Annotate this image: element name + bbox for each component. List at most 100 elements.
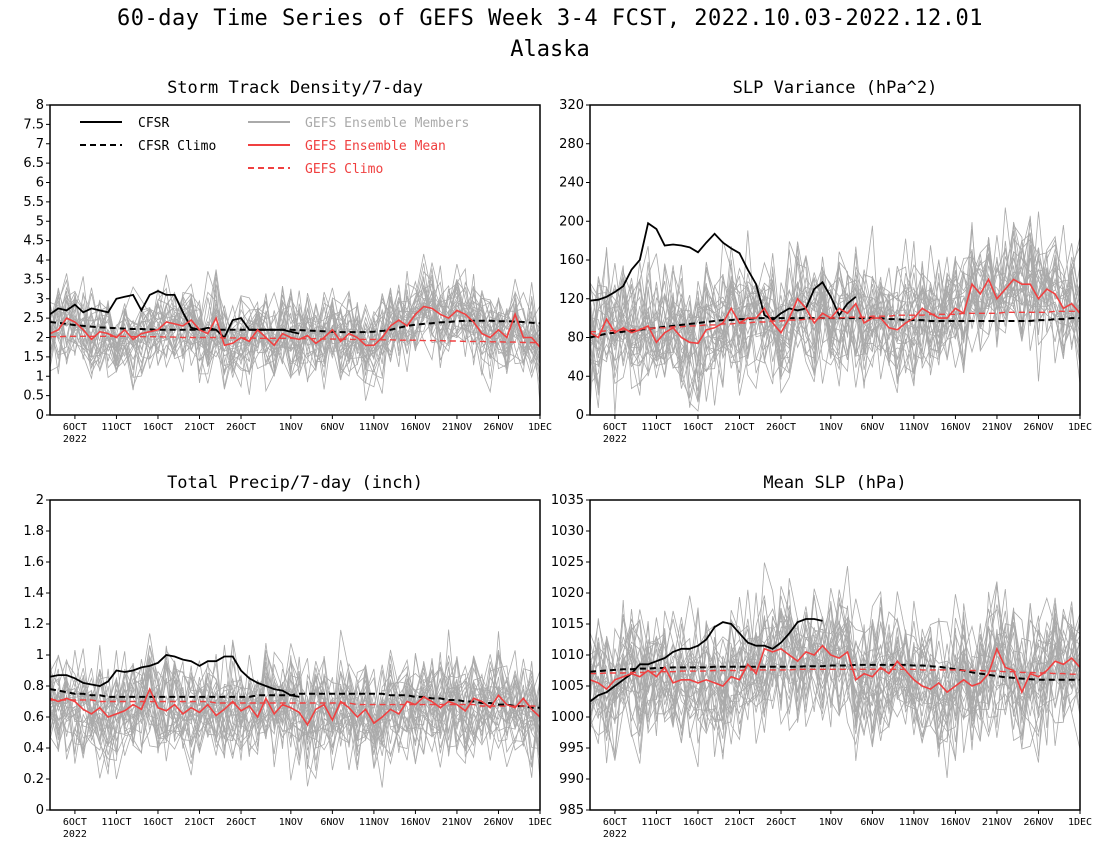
ensemble-member-line (49, 281, 541, 379)
y-tick-label: 160 (559, 253, 584, 268)
y-tick-label: 1000 (551, 710, 584, 725)
x-tick-label: 16OCT (683, 422, 713, 433)
x-tick-label: 11OCT (101, 422, 131, 433)
panel-total-precip: Total Precip/7-day (inch)00.20.40.60.811… (23, 473, 552, 840)
ensemble-member-line (589, 589, 1081, 768)
x-tick-label: 26NOV (483, 817, 513, 828)
ensemble-members (49, 253, 541, 404)
ensemble-member-line (49, 292, 541, 376)
x-tick-label: 16OCT (683, 817, 713, 828)
ensemble-member-line (589, 269, 1081, 396)
y-tick-label: 1.5 (23, 350, 44, 365)
y-tick-label: 6 (36, 176, 44, 191)
y-tick-label: 280 (559, 137, 584, 152)
ensemble-member-line (589, 566, 1081, 754)
y-tick-label: 0.5 (23, 389, 44, 404)
x-tick-label: 26OCT (766, 817, 796, 828)
panel-mean-slp: Mean SLP (hPa) 985 990 995 1000 1005 1010 1015 1… (551, 473, 1092, 840)
y-tick-label: 4 (36, 253, 44, 268)
x-year-label: 2022 (603, 434, 627, 445)
ensemble-member-line (589, 240, 1081, 399)
x-tick-label: 11NOV (359, 817, 389, 828)
x-tick-label: 6NOV (860, 422, 884, 433)
series-line-cfsr (589, 221, 857, 322)
y-tick-label: 7 (36, 137, 44, 152)
series-line-gefs-climo (50, 335, 541, 344)
y-tick-label: 1010 (551, 648, 584, 663)
x-tick-label: 21OCT (724, 817, 754, 828)
y-tick-label: 1020 (551, 586, 584, 601)
x-year-label: 2022 (603, 829, 627, 840)
ensemble-member-line (49, 651, 541, 781)
y-tick-label: 995 (559, 741, 584, 756)
y-tick-label: 120 (559, 292, 584, 307)
x-tick-label: 6OCT (603, 422, 627, 433)
x-tick-label: 1NOV (279, 422, 303, 433)
x-tick-label: 11NOV (899, 817, 929, 828)
x-tick-label: 16NOV (940, 422, 970, 433)
y-tick-label: 1 (36, 369, 44, 384)
x-tick-label: 6NOV (320, 422, 344, 433)
legend-gefs-climo-label: GEFS Climo (305, 162, 383, 177)
x-tick-label: 11NOV (359, 422, 389, 433)
ensemble-member-line (589, 239, 1081, 390)
x-tick-label: 6NOV (860, 817, 884, 828)
ensemble-member-line (49, 287, 541, 371)
x-tick-label: 1NOV (819, 817, 843, 828)
x-tick-label: 26NOV (1023, 422, 1053, 433)
y-tick-label: 7.5 (23, 117, 44, 132)
legend: CFSR CFSR Climo GEFS Ensemble Members GEFS … (80, 116, 469, 177)
series-line-gefs-climo (590, 668, 1080, 675)
y-tick-label: 1.2 (23, 617, 44, 632)
ensemble-member-line (589, 224, 1081, 402)
y-tick-label: 320 (559, 98, 584, 113)
y-tick-label: 1.8 (23, 524, 44, 539)
x-tick-label: 21OCT (724, 422, 754, 433)
series-line-cfsr-climo (589, 317, 1080, 339)
ensemble-member-line (589, 592, 1081, 761)
x-tick-label: 1DEC (528, 422, 552, 433)
ensemble-member-line (589, 611, 1081, 761)
x-tick-label: 16OCT (143, 422, 173, 433)
ensemble-member-line (49, 649, 541, 759)
x-tick-label: 16NOV (400, 422, 430, 433)
y-tick-label: 4.5 (23, 234, 44, 249)
y-tick-label: 985 (559, 803, 584, 818)
series-line-gefs-ensemble-mean (589, 644, 1081, 695)
y-tick-label: 1.4 (23, 586, 44, 601)
ensemble-member-line (49, 280, 541, 388)
x-tick-label: 21NOV (442, 817, 472, 828)
y-tick-label: 8 (36, 98, 44, 113)
ensemble-member-line (49, 645, 541, 778)
y-tick-label: 6.5 (23, 156, 44, 171)
y-tick-label: 0.8 (23, 679, 44, 694)
panel-title: Mean SLP (hPa) (763, 473, 906, 493)
x-tick-label: 21OCT (184, 817, 214, 828)
x-tick-label: 21NOV (442, 422, 472, 433)
series-line-gefs-climo (590, 310, 1080, 333)
x-tick-label: 1NOV (279, 817, 303, 828)
y-tick-label: 40 (567, 369, 584, 384)
y-tick-label: 240 (559, 176, 584, 191)
y-tick-label: 80 (567, 331, 584, 346)
series-line-cfsr (49, 654, 300, 698)
y-tick-label: 1035 (551, 493, 584, 508)
ensemble-member-line (49, 629, 541, 751)
x-tick-label: 21OCT (184, 422, 214, 433)
ensemble-members (589, 207, 1081, 416)
x-tick-label: 6OCT (63, 422, 87, 433)
y-tick-label: 2.5 (23, 311, 44, 326)
y-tick-label: 1030 (551, 524, 584, 539)
y-tick-label: 3 (36, 292, 44, 307)
x-tick-label: 1NOV (819, 422, 843, 433)
y-tick-label: 3.5 (23, 272, 44, 287)
plot-frame (49, 104, 541, 416)
ensemble-member-line (589, 238, 1081, 384)
ensemble-member-line (49, 271, 541, 394)
y-tick-label: 1005 (551, 679, 584, 694)
y-tick-label: 0 (36, 803, 44, 818)
plot-frame (49, 499, 541, 811)
x-tick-label: 16NOV (400, 817, 430, 828)
figure-subtitle: Alaska (510, 37, 590, 62)
series-line-gefs-ensemble-mean (589, 277, 1081, 345)
